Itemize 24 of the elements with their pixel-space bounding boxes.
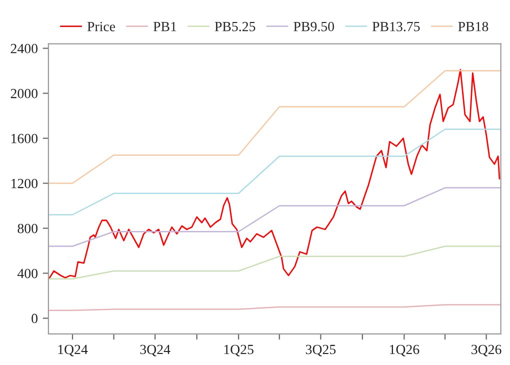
line-series [48,246,501,280]
legend-label: PB1 [153,22,176,32]
x-tick-label: 3Q24 [140,344,170,356]
legend-label: Price [87,22,116,32]
y-tick-label: 0 [32,314,38,324]
y-tick-label: 2400 [10,44,38,54]
y-tick-label: 2000 [10,88,38,98]
y-tick-label: 1200 [11,178,38,188]
y-tick-label: 800 [18,224,38,234]
line-series [48,70,501,184]
legend-label: PB9.50 [294,22,334,32]
x-tick-label: 3Q25 [306,344,336,356]
line-series [48,187,501,247]
x-tick-label: 3Q26 [472,344,502,356]
y-tick-label: 1600 [11,134,38,144]
x-tick-label: 1Q26 [390,344,420,356]
legend-label: PB13.75 [372,22,420,32]
legend-label: PB18 [458,22,488,32]
x-tick-label: 1Q24 [58,344,88,356]
line-series [48,128,501,216]
line-series [48,68,500,280]
legend-label: PB5.25 [214,22,256,32]
y-tick-label: 400 [17,268,38,278]
x-tick-label: 1Q25 [224,344,254,356]
